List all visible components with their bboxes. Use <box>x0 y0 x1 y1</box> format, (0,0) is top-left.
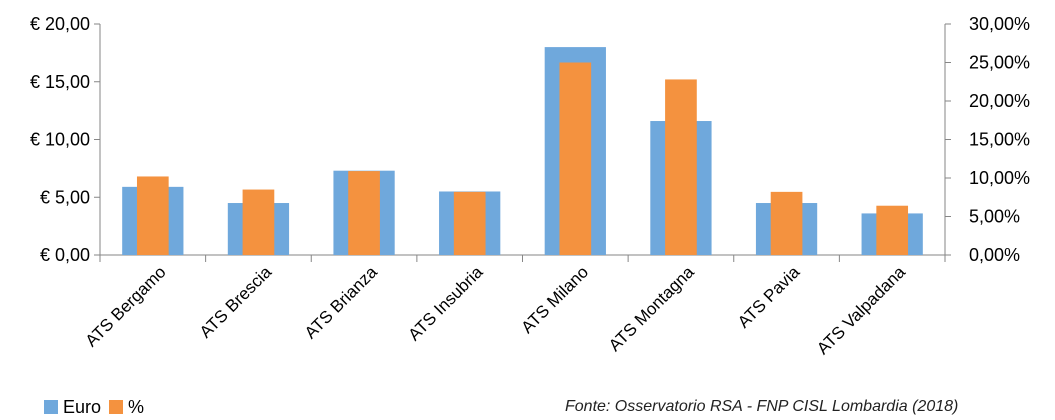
y-right-tick-label: 15,00% <box>969 130 1030 150</box>
axes <box>94 23 951 262</box>
source-lead: Fonte: <box>565 398 611 415</box>
bar-percent <box>453 191 486 255</box>
y-right-tick-label: 25,00% <box>969 53 1030 73</box>
bars <box>122 47 923 256</box>
y-left-tick-label: € 5,00 <box>40 187 90 207</box>
legend-swatch-percent <box>109 400 124 414</box>
x-tick-label: ATS Valpadana <box>813 262 909 358</box>
y-left-tick-label: € 10,00 <box>30 130 90 150</box>
y-right-tick-label: 10,00% <box>969 168 1030 188</box>
x-tick-label: ATS Brianza <box>301 262 381 342</box>
y-right-tick-label: 20,00% <box>969 91 1030 111</box>
x-tick-label: ATS Montagna <box>605 262 698 355</box>
source-text: Osservatorio RSA - FNP CISL Lombardia (2… <box>610 398 959 415</box>
legend-label-euro: Euro <box>63 396 102 417</box>
legend-swatch-euro <box>44 400 58 414</box>
x-tick-label: ATS Milano <box>517 262 592 337</box>
bar-percent <box>876 205 909 255</box>
labels: € 0,00 € 5,00 € 10,00 € 15,00 € 20,00 0,00% 5,… <box>30 14 1030 358</box>
legend: Euro % <box>44 396 152 418</box>
x-tick-label: ATS Pavia <box>734 262 804 332</box>
y-right-tick-label: 0,00% <box>969 245 1020 265</box>
bar-percent <box>348 171 380 255</box>
x-tick-label: ATS Bergamo <box>82 262 170 350</box>
legend-item-euro: Euro <box>44 397 101 418</box>
y-left-tick-label: € 20,00 <box>30 14 90 34</box>
x-tick-label: ATS Brescia <box>196 262 276 342</box>
bar-percent <box>665 79 697 255</box>
y-right-tick-label: 5,00% <box>969 207 1020 227</box>
y-left-tick-label: € 0,00 <box>40 245 90 265</box>
legend-item-percent: % <box>109 397 144 418</box>
source-note: Fonte: Osservatorio RSA - FNP CISL Lomba… <box>565 398 958 416</box>
legend-label-percent: % <box>128 396 145 417</box>
bar-percent <box>242 189 275 255</box>
bar-percent <box>136 176 169 255</box>
bar-percent <box>770 191 803 255</box>
x-tick-label: ATS Insubria <box>404 262 486 344</box>
y-left-tick-label: € 15,00 <box>30 72 90 92</box>
y-right-tick-label: 30,00% <box>969 14 1030 34</box>
bar-percent <box>559 62 592 255</box>
